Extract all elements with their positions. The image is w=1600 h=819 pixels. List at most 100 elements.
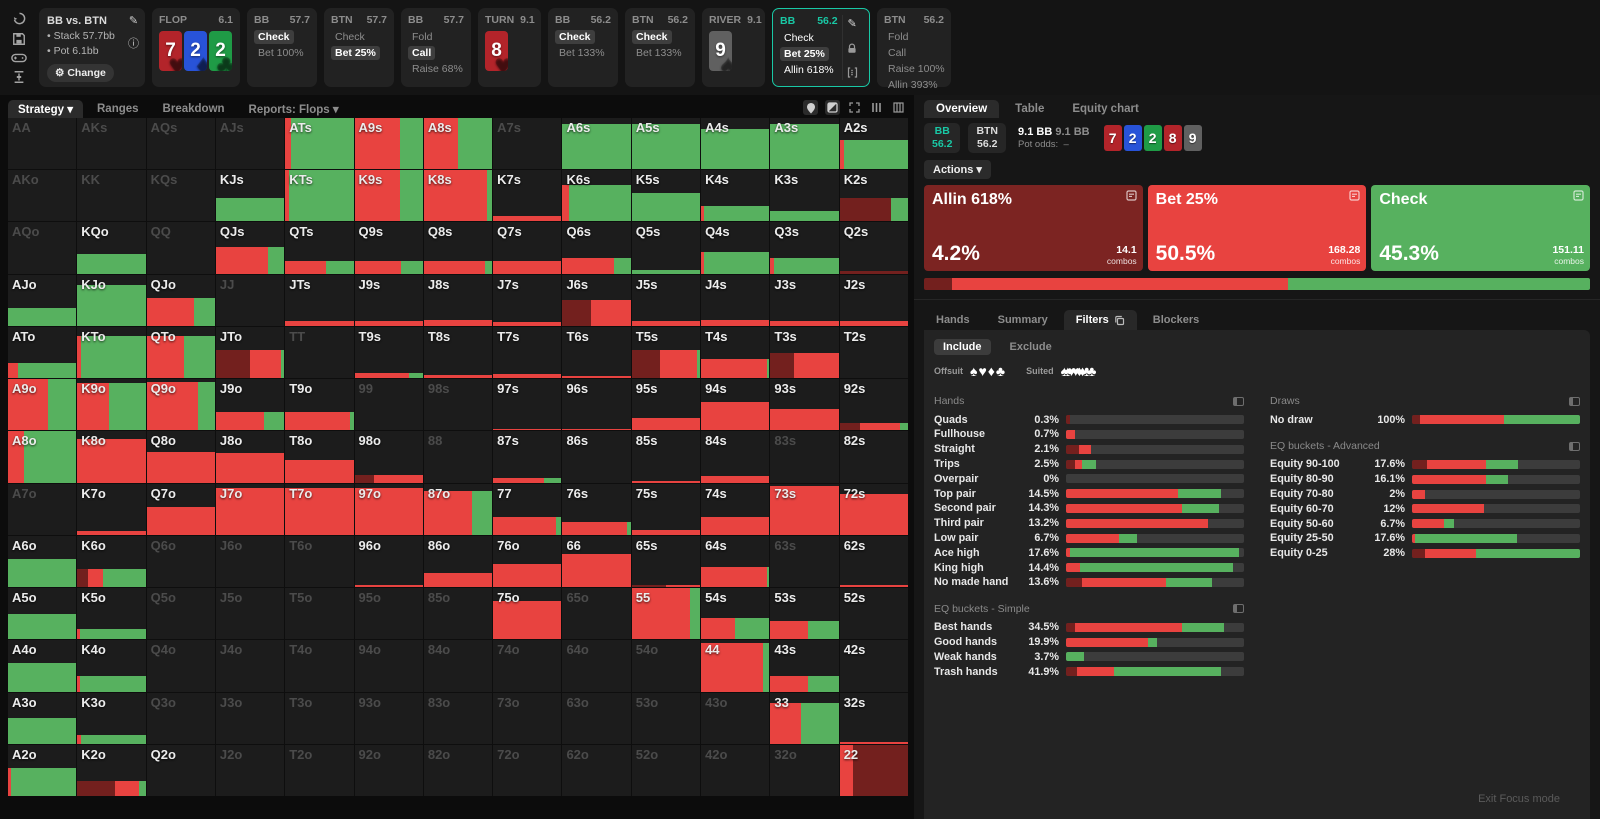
action-call[interactable]: Call xyxy=(408,46,436,60)
filter-row-equity-90-100[interactable]: Equity 90-100 17.6% xyxy=(1270,457,1580,472)
matrix-cell-AKo[interactable]: AKo xyxy=(8,170,77,222)
matrix-cell-62s[interactable]: 62s xyxy=(839,535,908,588)
matrix-cell-33[interactable]: 33 xyxy=(770,692,839,744)
matrix-cell-88[interactable]: 88 xyxy=(423,431,493,483)
filter-row-no-draw[interactable]: No draw 100% xyxy=(1270,412,1580,427)
action-allin-618-[interactable]: Allin 618% xyxy=(784,64,834,76)
matrix-cell-Q2o[interactable]: Q2o xyxy=(146,744,215,796)
action-check[interactable]: Check xyxy=(555,30,595,44)
matrix-cell-Q2s[interactable]: Q2s xyxy=(839,222,908,274)
matrix-cell-K4s[interactable]: K4s xyxy=(701,170,770,222)
filter-row-trash-hands[interactable]: Trash hands 41.9% xyxy=(934,664,1244,679)
filter-row-equity-25-50[interactable]: Equity 25-50 17.6% xyxy=(1270,531,1580,546)
marker-icon[interactable] xyxy=(803,100,818,115)
matrix-cell-T9s[interactable]: T9s xyxy=(354,326,423,379)
matrix-cell-AQo[interactable]: AQo xyxy=(8,222,77,274)
matrix-cell-KTo[interactable]: KTo xyxy=(77,326,146,379)
expand-icon[interactable] xyxy=(847,100,862,115)
subtab-summary[interactable]: Summary xyxy=(997,314,1048,327)
matrix-cell-97s[interactable]: 97s xyxy=(493,379,562,431)
tab-table[interactable]: Table xyxy=(1015,103,1045,115)
matrix-cell-T4s[interactable]: T4s xyxy=(701,326,770,379)
expand-icon[interactable] xyxy=(1573,190,1584,201)
matrix-cell-J8o[interactable]: J8o xyxy=(215,431,285,483)
matrix-cell-82o[interactable]: 82o xyxy=(423,744,493,796)
matrix-cell-K6o[interactable]: K6o xyxy=(77,535,146,588)
matrix-cell-63s[interactable]: 63s xyxy=(770,535,839,588)
filter-row-overpair[interactable]: Overpair 0% xyxy=(934,471,1244,486)
tree-node-bb-8[interactable]: BB 56.2 Check Bet 25% Allin 618% ✎ xyxy=(772,8,870,87)
tree-node-bb-5[interactable]: BB 56.2 Check Bet 133% xyxy=(548,8,618,87)
matrix-cell-QJo[interactable]: QJo xyxy=(146,274,215,326)
matrix-cell-53o[interactable]: 53o xyxy=(631,692,701,744)
panel-toggle-icon[interactable] xyxy=(1233,396,1244,406)
matrix-cell-32o[interactable]: 32o xyxy=(770,744,839,796)
action-check[interactable]: Check xyxy=(632,30,672,44)
matrix-cell-86o[interactable]: 86o xyxy=(423,535,493,588)
matrix-cell-T7o[interactable]: T7o xyxy=(285,483,354,535)
expand-icon[interactable] xyxy=(1126,190,1137,201)
matrix-cell-96o[interactable]: 96o xyxy=(354,535,423,588)
filter-row-second-pair[interactable]: Second pair 14.3% xyxy=(934,501,1244,516)
matrix-cell-K4o[interactable]: K4o xyxy=(77,640,146,692)
matrix-cell-T2s[interactable]: T2s xyxy=(839,326,908,379)
action-bet-100-[interactable]: Bet 100% xyxy=(258,47,304,59)
matrix-cell-A2s[interactable]: A2s xyxy=(839,118,908,170)
matrix-cell-A9s[interactable]: A9s xyxy=(354,118,423,170)
matrix-cell-53s[interactable]: 53s xyxy=(770,588,839,640)
matrix-cell-A4o[interactable]: A4o xyxy=(8,640,77,692)
matrix-cell-83o[interactable]: 83o xyxy=(423,692,493,744)
matrix-cell-87s[interactable]: 87s xyxy=(493,431,562,483)
matrix-cell-JTo[interactable]: JTo xyxy=(215,326,285,379)
matrix-cell-K3s[interactable]: K3s xyxy=(770,170,839,222)
matrix-cell-T3s[interactable]: T3s xyxy=(770,326,839,379)
matrix-cell-72o[interactable]: 72o xyxy=(493,744,562,796)
columns-icon[interactable] xyxy=(891,100,906,115)
matrix-cell-84s[interactable]: 84s xyxy=(701,431,770,483)
action-fold[interactable]: Fold xyxy=(888,31,909,43)
matrix-cell-94o[interactable]: 94o xyxy=(354,640,423,692)
action-allin-393-[interactable]: Allin 393% xyxy=(888,79,938,91)
pencil-icon[interactable]: ✎ xyxy=(128,15,139,27)
matrix-cell-87o[interactable]: 87o xyxy=(423,483,493,535)
matrix-cell-J3o[interactable]: J3o xyxy=(215,692,285,744)
matrix-cell-A7s[interactable]: A7s xyxy=(493,118,562,170)
filter-row-trips[interactable]: Trips 2.5% xyxy=(934,457,1244,472)
matrix-cell-AQs[interactable]: AQs xyxy=(146,118,215,170)
matrix-cell-ATo[interactable]: ATo xyxy=(8,326,77,379)
matrix-cell-75s[interactable]: 75s xyxy=(631,483,701,535)
matrix-cell-92o[interactable]: 92o xyxy=(354,744,423,796)
suited-suit-icons[interactable]: ♠♠ ♥♥ ♦♦ ♣♣ xyxy=(1060,363,1097,380)
include-toggle[interactable]: Include xyxy=(934,339,991,356)
matrix-cell-Q8s[interactable]: Q8s xyxy=(423,222,493,274)
save-icon[interactable] xyxy=(12,32,26,46)
matrix-cell-75o[interactable]: 75o xyxy=(493,588,562,640)
matrix-cell-Q8o[interactable]: Q8o xyxy=(146,431,215,483)
matrix-cell-QJs[interactable]: QJs xyxy=(215,222,285,274)
expand-icon[interactable] xyxy=(1349,190,1360,201)
matrix-cell-A5o[interactable]: A5o xyxy=(8,588,77,640)
matrix-cell-T5o[interactable]: T5o xyxy=(285,588,354,640)
matrix-cell-K2s[interactable]: K2s xyxy=(839,170,908,222)
matrix-cell-Q7o[interactable]: Q7o xyxy=(146,483,215,535)
matrix-cell-Q3s[interactable]: Q3s xyxy=(770,222,839,274)
tab-breakdown[interactable]: Breakdown xyxy=(162,102,225,115)
matrix-cell-K2o[interactable]: K2o xyxy=(77,744,146,796)
tab-overview[interactable]: Overview xyxy=(924,100,1000,118)
action-bet-133-[interactable]: Bet 133% xyxy=(559,47,605,59)
action-card-allin-618-[interactable]: Allin 618% 4.2% 14.1 combos xyxy=(924,185,1143,272)
matrix-cell-T6o[interactable]: T6o xyxy=(285,535,354,588)
tree-node-btn-6[interactable]: BTN 56.2 Check Bet 133% xyxy=(625,8,695,87)
matrix-cell-J9o[interactable]: J9o xyxy=(215,379,285,431)
matrix-cell-94s[interactable]: 94s xyxy=(701,379,770,431)
filter-row-third-pair[interactable]: Third pair 13.2% xyxy=(934,516,1244,531)
matrix-cell-J8s[interactable]: J8s xyxy=(423,274,493,326)
matrix-cell-85o[interactable]: 85o xyxy=(423,588,493,640)
contrast-icon[interactable] xyxy=(825,100,840,115)
tree-node-flop[interactable]: FLOP 6.1 722 xyxy=(152,8,240,87)
matrix-cell-J9s[interactable]: J9s xyxy=(354,274,423,326)
filter-row-equity-0-25[interactable]: Equity 0-25 28% xyxy=(1270,546,1580,561)
matrix-cell-42o[interactable]: 42o xyxy=(701,744,770,796)
matrix-cell-Q9o[interactable]: Q9o xyxy=(146,379,215,431)
matrix-cell-K5s[interactable]: K5s xyxy=(631,170,701,222)
